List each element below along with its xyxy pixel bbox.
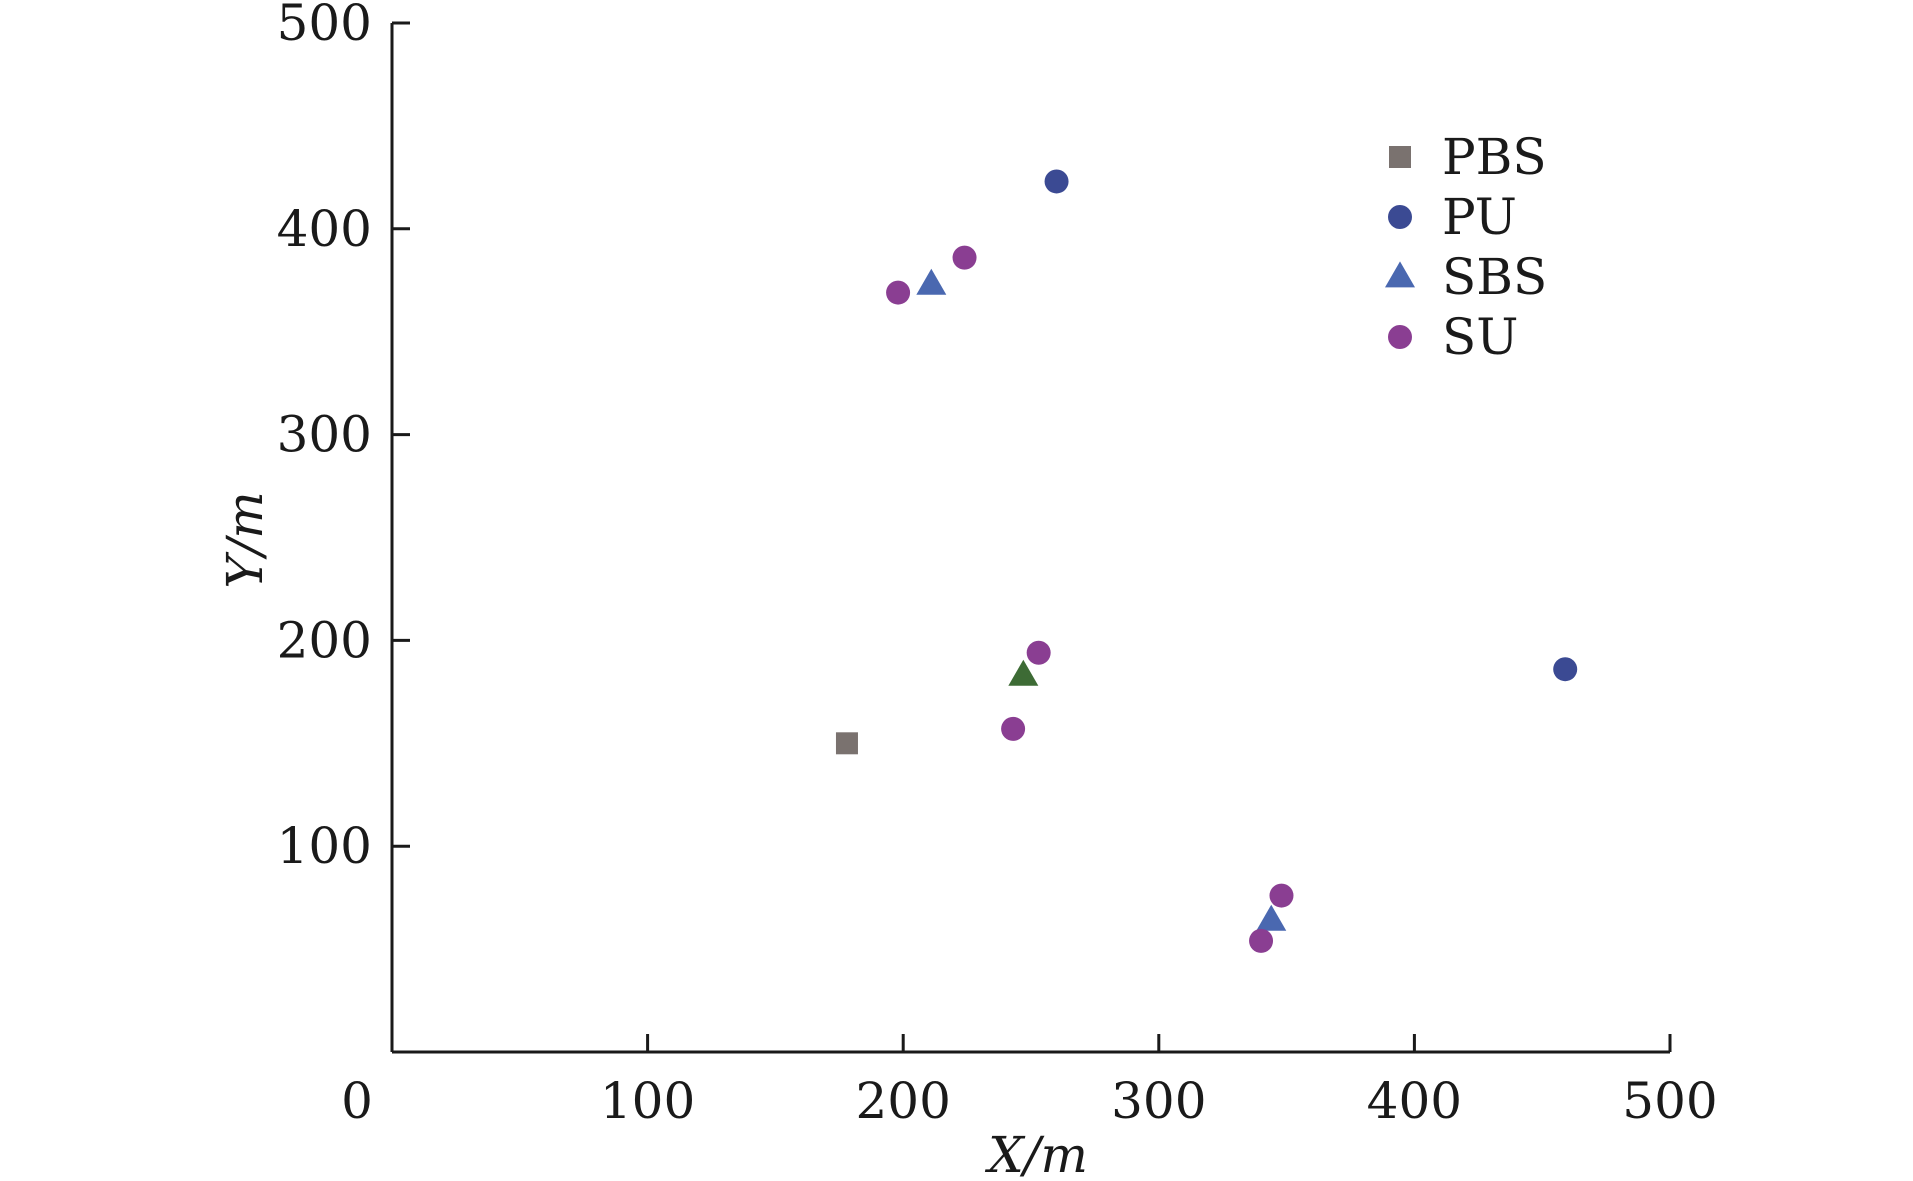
legend-marker-sbs [1385,261,1415,288]
y-tick-label: 500 [277,0,372,52]
x-tick-label: 0 [341,1072,373,1130]
data-point-sbs [916,268,947,295]
legend-marker-su [1388,325,1412,349]
legend-marker-pbs [1389,146,1411,168]
legend-marker-pu [1388,205,1412,229]
y-tick-label: 400 [277,200,372,258]
data-point-sbs [1256,904,1287,931]
data-point-pu [1553,657,1578,682]
data-point-su [1026,640,1051,665]
x-tick-label: 200 [855,1072,950,1130]
x-axis-title: X/m [984,1126,1088,1181]
x-tick-label: 400 [1367,1072,1462,1130]
x-ticks: 0 100 200 300 400 500 [341,1034,1718,1130]
axes [390,23,1670,1054]
data-point-su [886,280,911,305]
data-point-pbs [835,732,858,755]
y-tick-label: 100 [277,817,372,875]
y-tick-label: 200 [277,611,372,669]
data-point-su [952,245,977,270]
data-point-sbs [1008,659,1039,686]
x-tick-label: 500 [1622,1072,1717,1130]
y-tick-label: 300 [277,406,372,464]
data-points [835,169,1578,953]
legend-label-pu: PU [1442,188,1517,246]
data-point-su [1269,883,1294,908]
legend-label-su: SU [1442,308,1518,366]
y-ticks: 100 200 300 400 500 [277,0,410,875]
x-tick-label: 300 [1111,1072,1206,1130]
legend-label-sbs: SBS [1442,248,1547,306]
x-tick-label: 100 [600,1072,695,1130]
data-point-su [1001,716,1026,741]
legend-label-pbs: PBS [1442,128,1547,186]
data-point-pu [1044,169,1069,194]
y-axis-title: Y/m [216,491,274,588]
data-point-su [1249,928,1274,953]
